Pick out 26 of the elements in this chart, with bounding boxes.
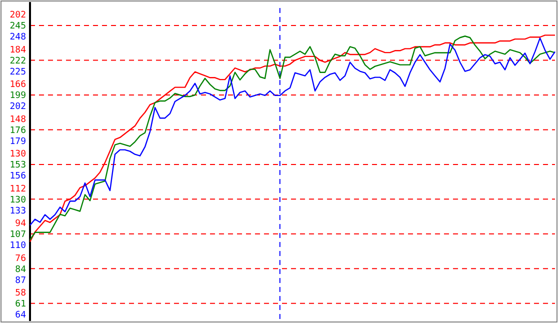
y-tick-label: 176 <box>10 126 26 136</box>
y3-tick-label: 225 <box>10 67 26 78</box>
y2-tick-label: 94 <box>15 219 26 230</box>
y-tick-label: 245 <box>10 22 26 32</box>
y-tick-label: 84 <box>15 264 26 275</box>
y2-tick-label: 148 <box>10 114 26 125</box>
y3-tick-label: 87 <box>15 276 26 286</box>
y3-tick-label: 179 <box>10 136 26 147</box>
y3-tick-label: 133 <box>10 206 26 216</box>
y-tick-label: 61 <box>15 299 26 310</box>
y2-tick-label: 184 <box>10 45 26 56</box>
y-tick-label: 153 <box>10 160 26 171</box>
y3-tick-label: 202 <box>10 102 26 112</box>
y-tick-label: 130 <box>10 195 26 206</box>
y2-tick-label: 76 <box>15 254 26 264</box>
y2-tick-label: 58 <box>15 288 26 299</box>
y3-tick-label: 248 <box>10 32 26 43</box>
y2-tick-label: 166 <box>10 80 26 90</box>
y3-tick-label: 110 <box>10 241 26 252</box>
y2-tick-label: 202 <box>10 10 26 21</box>
y3-tick-label: 64 <box>15 310 26 321</box>
y-tick-label: 199 <box>10 91 26 102</box>
y3-tick-label: 156 <box>10 172 26 182</box>
y-tick-label: 222 <box>10 56 26 66</box>
y-tick-label: 107 <box>10 230 26 240</box>
y2-tick-label: 112 <box>10 184 26 194</box>
